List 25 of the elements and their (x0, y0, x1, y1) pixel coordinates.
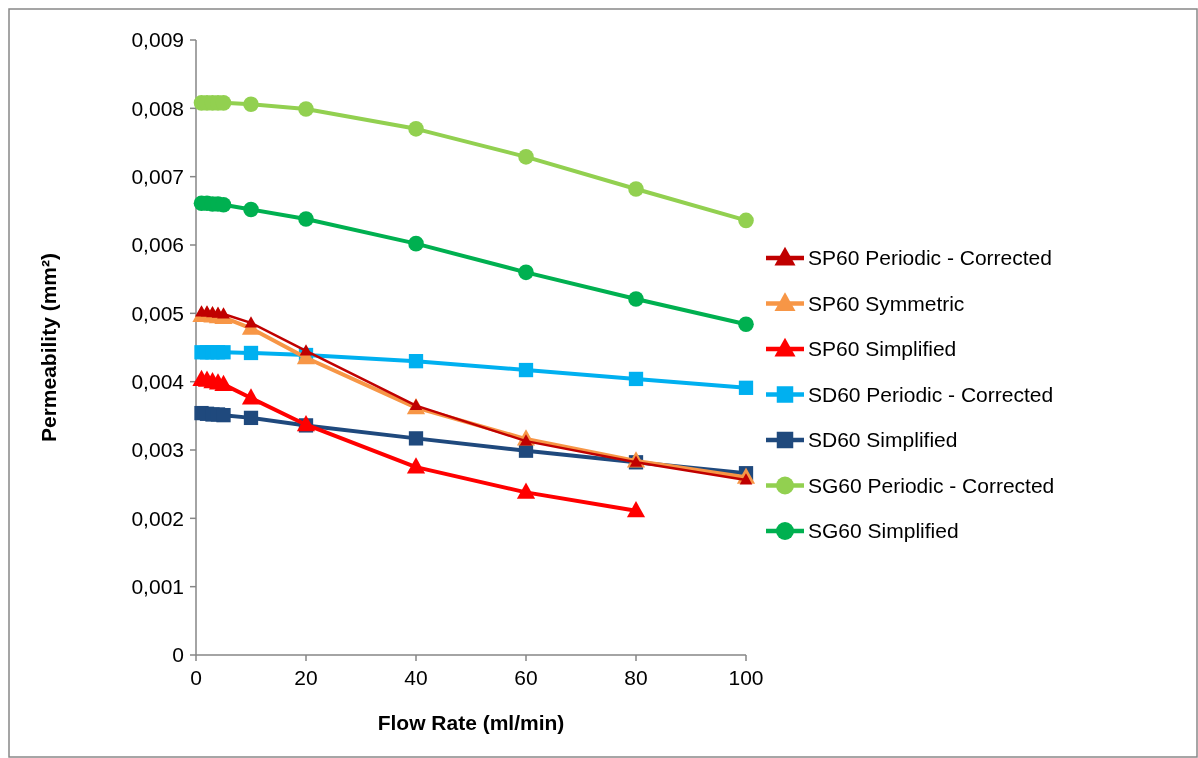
legend-label: SG60 Simplified (808, 519, 959, 543)
x-tick-label: 0 (190, 666, 202, 689)
y-tick-label: 0,006 (131, 233, 184, 257)
y-tick-label: 0,008 (131, 96, 184, 120)
x-tick-label: 60 (514, 666, 538, 689)
x-tick-label: 80 (624, 666, 648, 689)
y-tick-label: 0,004 (131, 370, 185, 394)
legend-label: SP60 Periodic - Corrected (808, 246, 1052, 270)
y-tick-label: 0,002 (131, 506, 184, 530)
y-tick-label: 0,009 (131, 28, 184, 52)
y-tick-label: 0,003 (131, 438, 184, 462)
x-tick-label: 20 (294, 666, 318, 689)
legend-label: SP60 Symmetric (808, 291, 965, 315)
legend-label: SG60 Periodic - Corrected (808, 473, 1055, 497)
y-tick-label: 0,001 (131, 575, 184, 599)
y-tick-label: 0 (172, 643, 184, 667)
x-axis-title: Flow Rate (ml/min) (377, 711, 565, 734)
y-tick-label: 0,007 (131, 165, 184, 189)
legend-label: SD60 Periodic - Corrected (808, 382, 1054, 406)
x-tick-label: 40 (404, 666, 428, 689)
y-axis-title: Permeability (mm²) (37, 252, 60, 443)
legend-label: SP60 Simplified (808, 337, 957, 361)
x-tick-label: 100 (728, 666, 764, 689)
y-tick-label: 0,005 (131, 301, 184, 325)
legend-label: SD60 Simplified (808, 428, 958, 452)
